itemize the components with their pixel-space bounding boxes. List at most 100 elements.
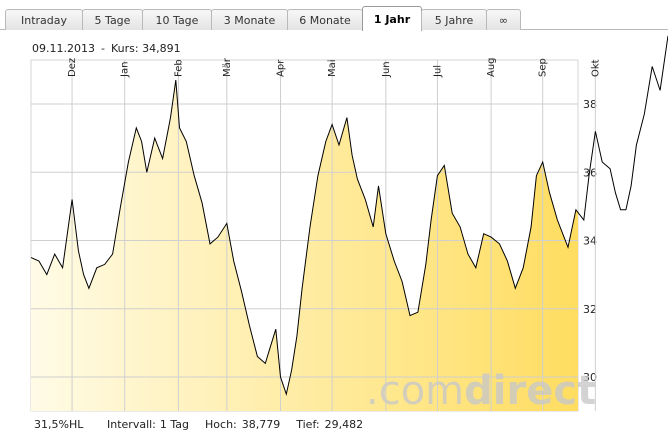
price-point — [270, 346, 271, 347]
price-point — [431, 219, 432, 220]
quote-price-value: 34,891 — [142, 42, 181, 55]
price-point — [562, 233, 563, 234]
price-point — [120, 206, 121, 207]
price-point — [346, 117, 347, 118]
month-label: Apr — [276, 59, 287, 77]
price-point — [265, 363, 266, 364]
quote-info: 09.11.2013- Kurs: 34,891 — [32, 42, 181, 55]
tab-max[interactable]: ∞ — [486, 9, 521, 30]
price-point — [286, 394, 287, 395]
month-label: Jul — [432, 65, 443, 78]
tab-5-jahre[interactable]: 5 Jahre — [421, 9, 487, 30]
price-point — [170, 117, 171, 118]
price-point — [409, 315, 410, 316]
price-point — [72, 199, 73, 200]
price-point — [536, 175, 537, 176]
price-point — [444, 165, 445, 166]
price-point — [38, 260, 39, 261]
price-point — [595, 131, 596, 132]
high-value: 38,779 — [241, 418, 281, 431]
price-point — [417, 312, 418, 313]
price-point — [499, 243, 500, 244]
y-tick-label: 36 — [583, 166, 597, 179]
tab-label: 6 Monate — [299, 13, 351, 27]
price-point — [660, 90, 661, 91]
month-label: Dez — [67, 58, 78, 77]
price-point — [549, 192, 550, 193]
price-point — [54, 254, 55, 255]
tab-3-monate[interactable]: 3 Monate — [211, 9, 288, 30]
price-point — [30, 257, 31, 258]
month-label: Okt — [590, 59, 601, 77]
price-point — [620, 209, 621, 210]
price-point — [352, 155, 353, 156]
price-point — [467, 254, 468, 255]
price-point — [491, 237, 492, 238]
month-label: Aug — [486, 57, 497, 77]
price-point — [385, 233, 386, 234]
price-point — [625, 209, 626, 210]
price-point — [249, 325, 250, 326]
price-point — [78, 250, 79, 251]
price-point — [275, 329, 276, 330]
price-point — [241, 291, 242, 292]
price-point — [475, 267, 476, 268]
interval-label: Intervall: — [107, 418, 156, 431]
price-point — [567, 247, 568, 248]
price-point — [615, 192, 616, 193]
price-point — [602, 161, 603, 162]
tab-6-monate[interactable]: 6 Monate — [287, 9, 363, 30]
price-point — [280, 376, 281, 377]
high-label: Hoch: — [205, 418, 237, 431]
interval-value: 1 Tag — [159, 418, 190, 431]
price-point — [452, 213, 453, 214]
price-point — [112, 254, 113, 255]
month-label: Mär — [222, 57, 233, 77]
price-point — [209, 243, 210, 244]
price-point — [128, 161, 129, 162]
price-point — [233, 260, 234, 261]
price-point — [542, 161, 543, 162]
low-label: Tief: — [296, 418, 320, 431]
price-point — [325, 141, 326, 142]
tab-intraday[interactable]: Intraday — [5, 9, 83, 30]
price-point — [437, 175, 438, 176]
price-point — [217, 237, 218, 238]
period-tab-bar: Intraday 5 Tage 10 Tage 3 Monate 6 Monat… — [0, 0, 668, 31]
price-point — [83, 274, 84, 275]
price-point — [523, 267, 524, 268]
price-point — [291, 370, 292, 371]
price-point — [162, 158, 163, 159]
price-point — [62, 267, 63, 268]
price-point — [154, 138, 155, 139]
price-point — [141, 141, 142, 142]
price-point — [317, 175, 318, 176]
price-point — [338, 144, 339, 145]
watermark-light: .com — [366, 368, 464, 414]
tab-1-jahr[interactable]: 1 Jahr — [362, 6, 422, 31]
price-point — [583, 219, 584, 220]
range-label: 31,5%HL — [34, 418, 84, 431]
price-point — [631, 185, 632, 186]
quote-separator: - — [100, 42, 105, 55]
price-point — [194, 175, 195, 176]
price-point — [507, 260, 508, 261]
price-point — [46, 274, 47, 275]
price-point — [332, 124, 333, 125]
price-point — [186, 141, 187, 142]
tab-label: ∞ — [498, 13, 509, 27]
price-point — [394, 260, 395, 261]
tab-5-tage[interactable]: 5 Tage — [82, 9, 143, 30]
low-value: 29,482 — [324, 418, 364, 431]
tab-label: 3 Monate — [223, 13, 276, 27]
price-point — [588, 175, 589, 176]
month-label: Feb — [173, 59, 184, 77]
price-point — [202, 202, 203, 203]
price-area — [31, 80, 578, 411]
price-point — [425, 264, 426, 265]
price-point — [575, 209, 576, 210]
price-point — [226, 223, 227, 224]
comdirect-watermark: .comdirect — [366, 368, 596, 414]
price-point — [402, 281, 403, 282]
